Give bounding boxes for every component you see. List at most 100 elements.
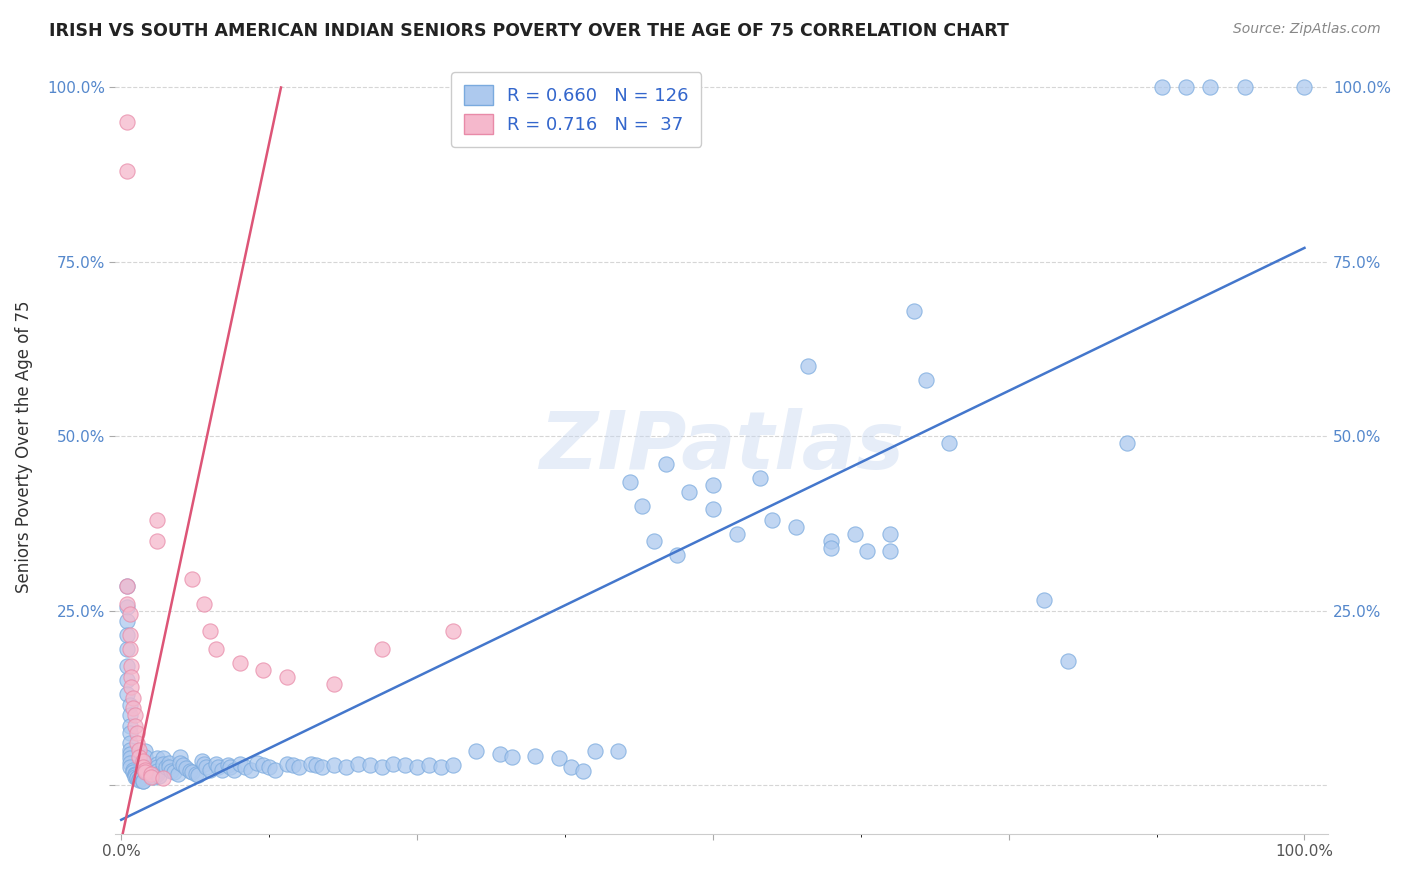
Point [124, 708, 146, 723]
Point [131, 760, 153, 774]
Point [1198, 80, 1220, 95]
Point [122, 765, 145, 780]
Point [125, 771, 148, 785]
Point [145, 764, 167, 778]
Point [855, 544, 877, 558]
Point [187, 768, 209, 782]
Point [134, 756, 156, 770]
Point [139, 769, 162, 783]
Point [489, 747, 512, 761]
Point [193, 597, 215, 611]
Point [131, 774, 153, 789]
Point [299, 757, 322, 772]
Point [246, 756, 269, 770]
Point [115, 659, 138, 673]
Point [115, 687, 138, 701]
Point [128, 772, 150, 787]
Point [124, 766, 146, 780]
Point [370, 641, 392, 656]
Point [548, 751, 571, 765]
Point [134, 750, 156, 764]
Point [235, 760, 257, 774]
Point [163, 765, 186, 780]
Point [879, 526, 901, 541]
Point [276, 757, 298, 772]
Point [193, 757, 215, 772]
Point [184, 766, 207, 780]
Text: Source: ZipAtlas.com: Source: ZipAtlas.com [1233, 22, 1381, 37]
Point [524, 748, 547, 763]
Point [115, 673, 138, 688]
Point [152, 771, 174, 785]
Point [311, 760, 333, 774]
Point [134, 760, 156, 774]
Point [122, 763, 145, 777]
Point [222, 763, 245, 777]
Point [406, 760, 429, 774]
Point [115, 641, 138, 656]
Point [879, 544, 901, 558]
Point [217, 758, 239, 772]
Point [938, 436, 960, 450]
Point [702, 502, 724, 516]
Point [169, 750, 191, 764]
Point [1056, 654, 1078, 668]
Point [1234, 80, 1257, 95]
Point [198, 763, 221, 777]
Point [128, 750, 150, 764]
Point [152, 757, 174, 772]
Point [335, 760, 357, 774]
Point [796, 359, 818, 374]
Point [1294, 80, 1316, 95]
Point [131, 773, 153, 788]
Point [176, 761, 198, 775]
Point [124, 770, 146, 784]
Point [120, 680, 142, 694]
Point [583, 744, 606, 758]
Point [152, 751, 174, 765]
Point [125, 725, 148, 739]
Point [134, 763, 156, 777]
Legend: R = 0.660   N = 126, R = 0.716   N =  37: R = 0.660 N = 126, R = 0.716 N = 37 [451, 72, 702, 146]
Point [118, 751, 141, 765]
Point [181, 765, 204, 780]
Point [115, 579, 138, 593]
Point [118, 736, 141, 750]
Point [139, 767, 162, 781]
Point [1152, 80, 1174, 95]
Point [118, 756, 141, 770]
Point [501, 750, 523, 764]
Point [654, 457, 676, 471]
Point [124, 719, 146, 733]
Point [181, 572, 204, 586]
Point [115, 115, 138, 129]
Point [725, 526, 748, 541]
Point [148, 769, 170, 783]
Point [167, 766, 190, 780]
Point [205, 757, 228, 772]
Point [198, 624, 221, 639]
Point [115, 628, 138, 642]
Point [820, 533, 842, 548]
Point [323, 758, 346, 772]
Text: ZIPatlas: ZIPatlas [540, 408, 904, 485]
Point [118, 719, 141, 733]
Point [702, 478, 724, 492]
Point [118, 698, 141, 712]
Point [257, 760, 280, 774]
Point [761, 513, 783, 527]
Point [441, 624, 464, 639]
Point [844, 526, 866, 541]
Point [145, 513, 167, 527]
Point [115, 600, 138, 615]
Point [145, 766, 167, 780]
Point [287, 760, 309, 774]
Point [820, 541, 842, 555]
Point [305, 758, 328, 772]
Point [118, 725, 141, 739]
Point [785, 520, 807, 534]
Point [382, 757, 405, 772]
Point [115, 614, 138, 628]
Point [207, 760, 229, 774]
Point [418, 758, 440, 772]
